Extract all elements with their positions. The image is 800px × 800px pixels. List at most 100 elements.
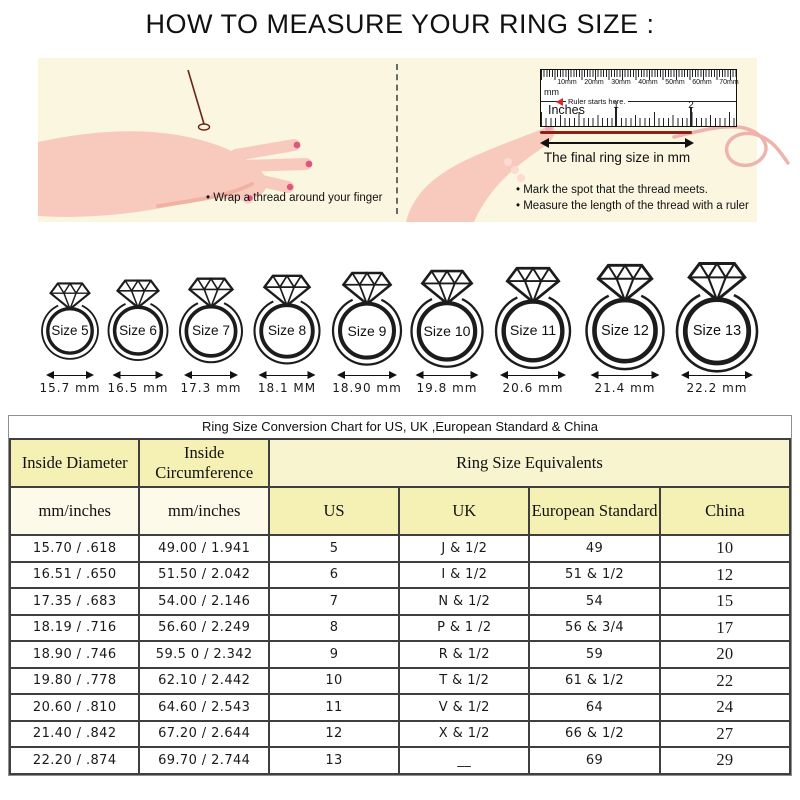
diameter-arrow-icon <box>415 371 479 380</box>
cell-uk-size: J & 1/2 <box>398 534 531 563</box>
ruler-mm-label: 40mm <box>638 79 658 86</box>
ring-diameter-value: 19.8 mm <box>416 381 478 395</box>
cell-european-size: 59 <box>528 640 661 669</box>
subheader-china: China <box>658 486 792 536</box>
cell-european-size: 66 & 1/2 <box>528 719 661 748</box>
table-row: 19.80 / .778 62.10 / 2.442 10 T & 1/2 61… <box>8 666 792 695</box>
cell-china-size: 22 <box>658 666 792 695</box>
col-header-inside-circumference: Inside Circumference <box>138 438 270 488</box>
diamond-ring-icon <box>107 279 169 362</box>
table-row: 21.40 / .842 67.20 / 2.644 12 X & 1/2 66… <box>8 719 792 748</box>
ring-size-illustration: Size 6 16.5 mm <box>78 240 198 400</box>
ring-size-label: Size 7 <box>191 323 231 338</box>
ring-diameter-value: 20.6 mm <box>502 381 564 395</box>
diamond-ring-icon <box>179 276 243 363</box>
ring-sizes-row: Size 5 15.7 mm Size 6 16.5 mm Size 7 17.… <box>0 240 800 400</box>
cell-inside-diameter: 21.40 / .842 <box>8 719 141 748</box>
table-row: 18.90 / .746 59.5 0 / 2.342 9 R & 1/2 59… <box>8 640 792 669</box>
ring-size-illustration: Size 8 18.1 MM <box>227 240 347 400</box>
cell-european-size: 51 & 1/2 <box>528 560 661 589</box>
cell-european-size: 61 & 1/2 <box>528 666 661 695</box>
diameter-arrow-icon <box>258 371 316 380</box>
cell-china-size: 10 <box>658 534 792 563</box>
ring-size-illustration: Size 9 18.90 mm <box>307 240 427 400</box>
diamond-ring-icon <box>675 261 759 373</box>
cell-inside-diameter: 19.80 / .778 <box>8 666 141 695</box>
measured-thread-icon <box>540 131 692 134</box>
ring-size-illustration: Size 11 20.6 mm <box>473 240 593 400</box>
cell-inside-diameter: 17.35 / .683 <box>8 587 141 616</box>
cell-inside-circumference: 62.10 / 2.442 <box>138 666 270 695</box>
table-row: 20.60 / .810 64.60 / 2.543 11 V & 1/2 64… <box>8 693 792 722</box>
ruler-mm-label: 70mm <box>719 79 739 86</box>
cell-uk-size: V & 1/2 <box>398 693 531 722</box>
diamond-ring-icon <box>41 282 99 360</box>
ruler-midline <box>541 101 736 102</box>
cell-inside-circumference: 51.50 / 2.042 <box>138 560 270 589</box>
cell-uk-size: __ <box>398 746 531 775</box>
cell-european-size: 69 <box>528 746 661 775</box>
hands-illustration <box>38 69 790 222</box>
ruler-illustration: 10mm 20mm 30mm 40mm 50mm 60mm 70mm mm Ruler st… <box>540 69 739 127</box>
ruler-mm-label: 20mm <box>584 79 604 86</box>
inch-tick-1 <box>615 107 617 126</box>
ring-size-label: Size 9 <box>347 323 387 339</box>
ring-size-label: Size 13 <box>692 323 742 339</box>
right-instruction-2: • Measure the length of the thread with … <box>516 200 749 212</box>
diameter-arrow-icon <box>184 371 238 380</box>
table-row: 17.35 / .683 54.00 / 2.146 7 N & 1/2 54 … <box>8 587 792 616</box>
cell-us-size: 13 <box>267 746 401 775</box>
ring-size-label: Size 10 <box>423 323 471 339</box>
diameter-arrow-icon <box>681 371 753 380</box>
ruler-start-note: Ruler starts here. <box>566 96 628 106</box>
cell-uk-size: N & 1/2 <box>398 587 531 616</box>
ring-diameter-value: 15.7 mm <box>39 381 101 395</box>
cell-european-size: 49 <box>528 534 661 563</box>
cell-inside-circumference: 64.60 / 2.543 <box>138 693 270 722</box>
ring-size-label: Size 5 <box>51 323 89 338</box>
ruler-mm-label: 50mm <box>665 79 685 86</box>
ring-size-illustration: Size 10 19.8 mm <box>387 240 507 400</box>
thread-icon <box>187 69 205 125</box>
cell-inside-circumference: 69.70 / 2.744 <box>138 746 270 775</box>
diamond-ring-icon <box>585 263 665 371</box>
diamond-ring-icon <box>494 266 572 370</box>
ruler-inch-number: 1 <box>613 100 619 111</box>
cell-china-size: 17 <box>658 613 792 642</box>
cell-us-size: 7 <box>267 587 401 616</box>
cell-inside-circumference: 49.00 / 1.941 <box>138 534 270 563</box>
diameter-arrow-icon <box>337 371 397 380</box>
cell-china-size: 12 <box>658 560 792 589</box>
subheader-uk: UK <box>398 486 531 536</box>
cell-china-size: 20 <box>658 640 792 669</box>
cell-inside-circumference: 67.20 / 2.644 <box>138 719 270 748</box>
cell-inside-diameter: 18.19 / .716 <box>8 613 141 642</box>
ring-size-label: Size 12 <box>601 323 649 339</box>
ruler-start-marker-icon <box>556 97 563 106</box>
cell-uk-size: P & 1 /2 <box>398 613 531 642</box>
diameter-arrow-icon <box>46 371 94 380</box>
ring-size-label: Size 8 <box>267 323 307 338</box>
table-row: 16.51 / .650 51.50 / 2.042 6 I & 1/2 51 … <box>8 560 792 589</box>
ruler-mm-label: 10mm <box>557 79 577 86</box>
cell-inside-diameter: 15.70 / .618 <box>8 534 141 563</box>
diamond-ring-icon <box>253 274 321 365</box>
conversion-grid: Inside Diameter Inside Circumference Rin… <box>8 438 792 775</box>
inch-tick-2 <box>690 107 692 126</box>
table-title: Ring Size Conversion Chart for US, UK ,E… <box>202 419 598 434</box>
cell-european-size: 64 <box>528 693 661 722</box>
subheader-circumference-mm-inches: mm/inches <box>138 486 270 536</box>
cell-us-size: 9 <box>267 640 401 669</box>
cell-us-size: 10 <box>267 666 401 695</box>
ring-size-illustration: Size 5 15.7 mm <box>10 240 130 400</box>
cell-uk-size: R & 1/2 <box>398 640 531 669</box>
diameter-arrow-icon <box>500 371 566 380</box>
ring-diameter-value: 16.5 mm <box>107 381 169 395</box>
col-header-ring-size-equivalents: Ring Size Equivalents <box>267 438 792 488</box>
cell-us-size: 6 <box>267 560 401 589</box>
page-title: HOW TO MEASURE YOUR RING SIZE : <box>145 9 655 39</box>
left-hand-icon <box>38 69 313 217</box>
table-row: 18.19 / .716 56.60 / 2.249 8 P & 1 /2 56… <box>8 613 792 642</box>
cell-inside-circumference: 59.5 0 / 2.342 <box>138 640 270 669</box>
cell-inside-circumference: 54.00 / 2.146 <box>138 587 270 616</box>
